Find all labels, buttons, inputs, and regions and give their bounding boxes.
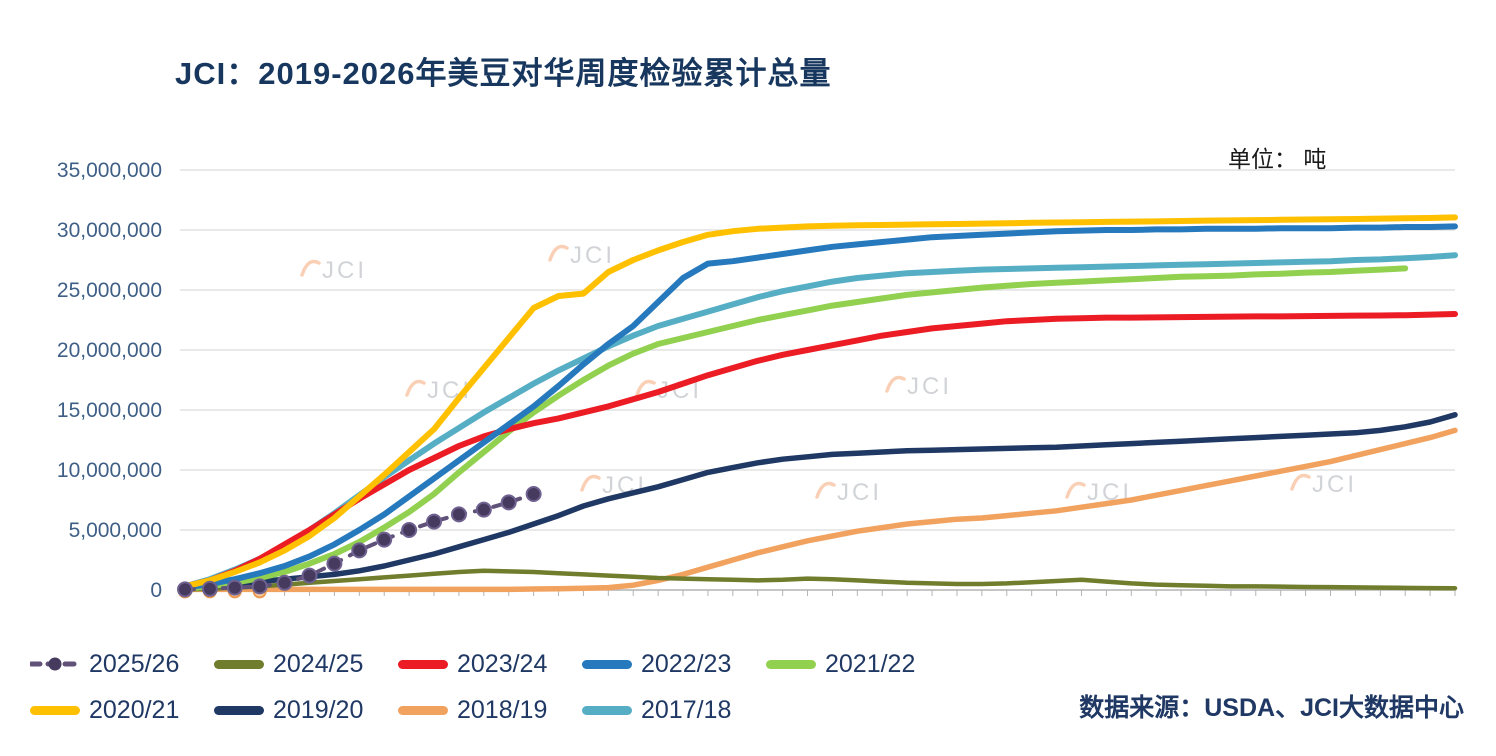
marker-2025-26: [276, 574, 293, 591]
marker-2025-26: [450, 506, 467, 523]
y-axis-tick-label: 10,000,000: [57, 459, 162, 482]
legend-item-2020-21: 2020/21: [30, 696, 214, 725]
marker-2025-26: [351, 542, 368, 559]
y-axis-tick-label: 15,000,000: [57, 399, 162, 422]
series-line-2019-20: [182, 412, 1458, 592]
svg-text:JCI: JCI: [907, 373, 952, 400]
legend-item-2025-26: 2025/26: [30, 650, 214, 679]
marker-2025-26: [376, 531, 393, 548]
marker-2025-26: [201, 580, 218, 597]
data-source-label: 数据来源：USDA、JCI大数据中心: [1079, 694, 1464, 722]
legend-item-2021-22: 2021/22: [766, 650, 950, 679]
legend-label: 2024/25: [273, 649, 364, 678]
legend-swatch: [766, 659, 816, 669]
legend-item-2017-18: 2017/18: [582, 696, 766, 725]
marker-2025-26: [401, 522, 418, 538]
marker-2025-26: [525, 486, 542, 502]
legend-label: 2017/18: [641, 695, 732, 724]
legend-swatch: [398, 705, 448, 715]
y-axis-tick-label: 5,000,000: [69, 519, 162, 542]
svg-text:JCI: JCI: [1312, 471, 1357, 498]
y-axis-tick-label: 20,000,000: [57, 339, 162, 362]
y-axis-tick-label: 30,000,000: [57, 219, 162, 242]
marker-2025-26: [301, 567, 318, 584]
series-line-2017-18: [182, 252, 1458, 590]
legend-item-2024-25: 2024/25: [214, 650, 398, 679]
marker-2025-26: [326, 555, 343, 572]
legend-label: 2019/20: [273, 695, 364, 724]
legend-row: 2025/26 2024/25 2023/24 2022/23 2021/22: [30, 641, 1030, 687]
legend-row: 2020/21 2019/20 2018/19 2017/18: [30, 687, 1030, 733]
series-line-2020-21: [182, 214, 1458, 590]
legend-label: 2022/23: [641, 649, 732, 678]
chart-legend: 2025/26 2024/25 2023/24 2022/23 2021/22 2020/…: [30, 641, 1030, 733]
jci-watermark: JCI: [548, 242, 615, 269]
marker-2025-26: [226, 579, 243, 596]
unit-label: 单位： 吨: [1228, 146, 1327, 172]
line-chart: 0 5,000,000 10,000,000 15,000,000 20,000,000…: [57, 159, 1458, 602]
legend-item-2023-24: 2023/24: [398, 650, 582, 679]
marker-2025-26: [177, 581, 193, 598]
legend-swatch: [214, 705, 264, 715]
legend-swatch: [582, 705, 632, 715]
jci-watermark: JCI: [815, 479, 882, 506]
jci-watermark: JCI: [1290, 471, 1357, 498]
legend-label: 2020/21: [89, 695, 180, 724]
legend-label: 2023/24: [457, 649, 548, 678]
svg-text:JCI: JCI: [322, 257, 367, 284]
legend-swatch: [582, 659, 632, 669]
legend-label: 2025/26: [89, 649, 180, 678]
series-line-2022-23: [182, 223, 1458, 591]
svg-text:JCI: JCI: [837, 479, 882, 506]
legend-swatch: [214, 659, 264, 669]
svg-text:JCI: JCI: [570, 242, 615, 269]
series-line-2021-22: [182, 265, 1409, 592]
series-line-2024-25: [182, 568, 1458, 592]
marker-2025-26: [251, 578, 268, 595]
y-axis-tick-label: 35,000,000: [57, 159, 162, 182]
legend-item-2018-19: 2018/19: [398, 696, 582, 725]
series-line-2023-24: [182, 311, 1458, 590]
marker-2025-26: [500, 494, 517, 511]
jci-watermark: JCI: [885, 373, 952, 400]
legend-item-2019-20: 2019/20: [214, 696, 398, 725]
legend-swatch: [30, 705, 80, 715]
legend-label: 2021/22: [825, 649, 916, 678]
legend-label: 2018/19: [457, 695, 548, 724]
y-axis-tick-label: 25,000,000: [57, 279, 162, 302]
page-title: JCI：2019-2026年美豆对华周度检验累计总量: [175, 56, 832, 91]
y-axis-tick-label: 0: [150, 579, 162, 602]
series-line-2018-19: [182, 427, 1458, 593]
legend-item-2022-23: 2022/23: [582, 650, 766, 679]
marker-2025-26: [426, 513, 443, 530]
legend-swatch: [398, 659, 448, 669]
jci-watermark: JCI: [300, 257, 367, 284]
legend-swatch-dashed: [30, 657, 80, 671]
marker-2025-26: [475, 501, 492, 518]
